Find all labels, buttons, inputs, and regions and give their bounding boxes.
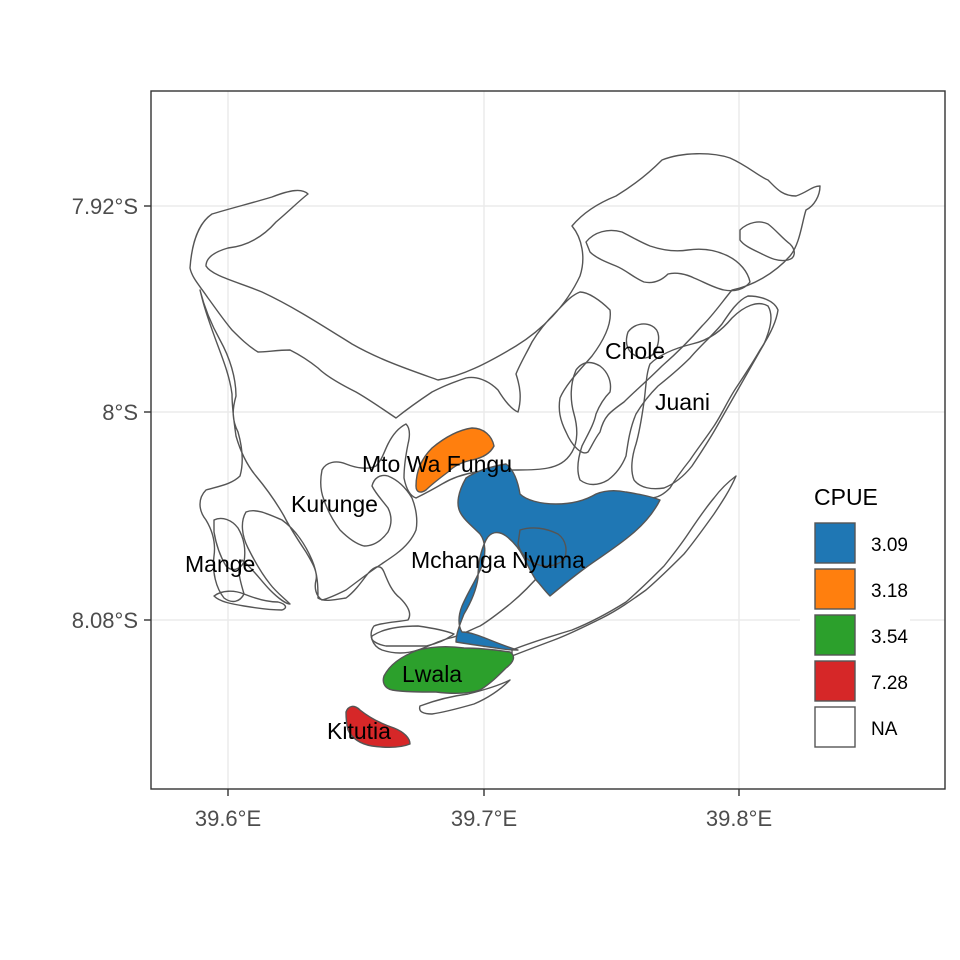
label-mchanga-nyuma: Mchanga Nyuma [411, 547, 585, 573]
x-tick-label-2: 39.8°E [706, 806, 772, 831]
zone-kitutia [345, 705, 411, 749]
legend-label-7-28: 7.28 [871, 673, 908, 694]
boundary-outlines [189, 153, 821, 715]
legend-label-3-54: 3.54 [871, 627, 908, 648]
axis-ticks [144, 205, 740, 796]
label-lwala: Lwala [402, 661, 462, 687]
juani-outline [631, 302, 772, 490]
east-reef-outline [739, 221, 795, 262]
label-mto-wa-fungu: Mto Wa Fungu [362, 451, 512, 477]
southeast-reef-outline [511, 475, 737, 657]
legend-label-3-18: 3.18 [871, 581, 908, 602]
place-labels: Chole Juani Mto Wa Fungu Kurunge Mange M… [185, 338, 710, 744]
mafia-northwest-outline [189, 153, 821, 454]
mafia-main-outline [199, 289, 779, 654]
x-tick-label-0: 39.6°E [195, 806, 261, 831]
south-reef-outline [418, 679, 511, 715]
y-tick-label-2: 8.08°S [72, 608, 138, 633]
x-tick-label-1: 39.7°E [451, 806, 517, 831]
y-tick-label-0: 7.92°S [72, 194, 138, 219]
chole-outline [625, 323, 660, 359]
label-kitutia: Kitutia [327, 718, 391, 744]
legend: CPUE 3.09 3.18 3.54 7.28 NA [800, 475, 910, 765]
plot-border [150, 90, 946, 790]
legend-label-3-09: 3.09 [871, 535, 908, 556]
label-chole: Chole [605, 338, 665, 364]
label-juani: Juani [655, 389, 710, 415]
legend-label-na: NA [871, 719, 898, 740]
lwala-surround-outline [370, 625, 455, 647]
mange-islet-outline [213, 517, 246, 571]
legend-title: CPUE [814, 484, 878, 510]
zone-mchanga-nyuma [455, 463, 661, 651]
southwest-strip-outline [213, 590, 287, 611]
y-tick-label-1: 8°S [102, 400, 138, 425]
zone-mto-wa-fungu [415, 427, 495, 493]
legend-key-na [814, 706, 856, 748]
x-axis-labels: 39.6°E 39.7°E 39.8°E [195, 806, 772, 831]
legend-key-3-18 [814, 568, 856, 610]
y-axis-labels: 7.92°S 8°S 8.08°S [72, 194, 138, 633]
label-kurunge: Kurunge [291, 491, 378, 517]
label-mange: Mange [185, 551, 255, 577]
zone-lwala [382, 645, 515, 695]
legend-key-3-54 [814, 614, 856, 656]
legend-key-3-09 [814, 522, 856, 564]
cpue-zones [345, 427, 661, 749]
northeast-islet-outline [585, 229, 751, 292]
legend-items: 3.09 3.18 3.54 7.28 NA [814, 522, 908, 748]
legend-key-7-28 [814, 660, 856, 702]
